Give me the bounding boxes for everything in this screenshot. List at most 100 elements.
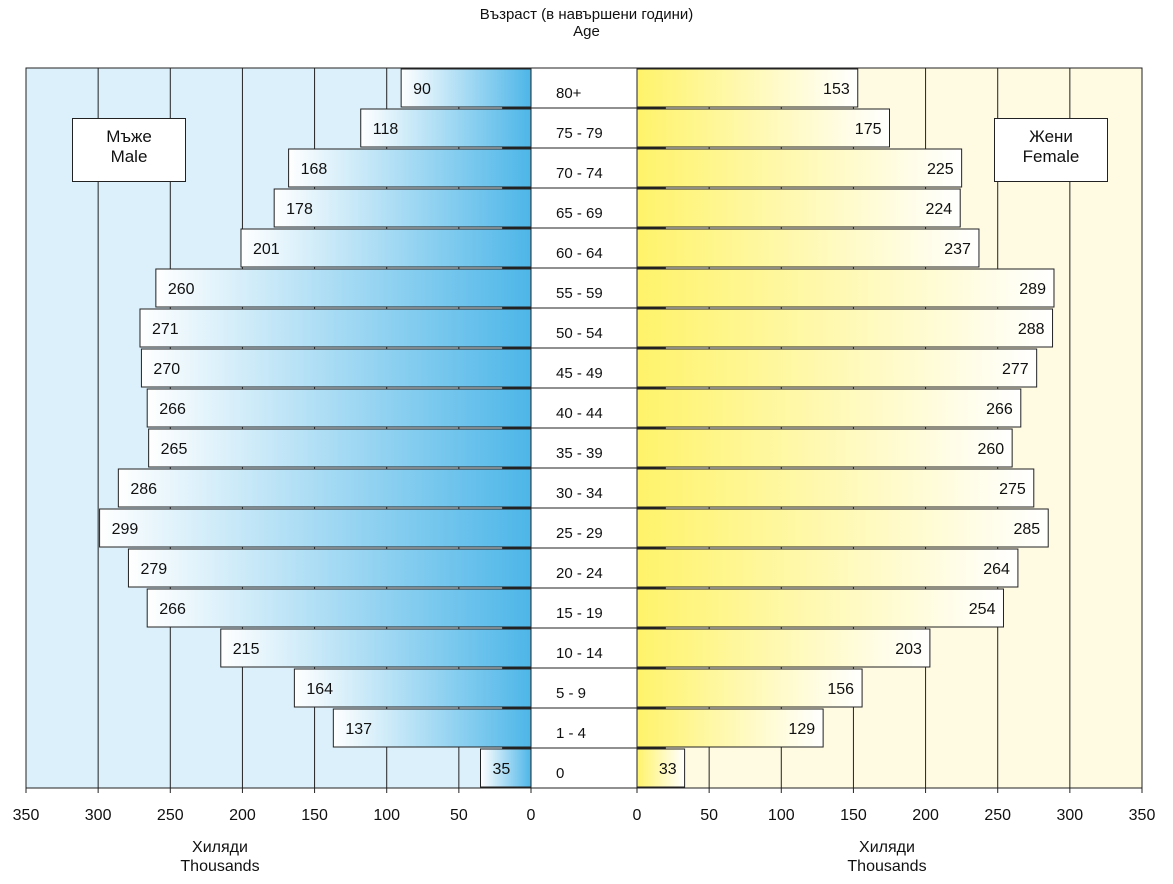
x-axis-label-female-bg: Хиляди (859, 839, 915, 856)
male-value-label-5: 260 (168, 281, 195, 298)
female-bar-7 (636, 348, 1038, 388)
age-group-label-2: 70 - 74 (556, 165, 603, 182)
male-bar-10 (117, 468, 532, 508)
male-tick-label-1: 300 (85, 807, 112, 824)
age-group-label-13: 15 - 19 (556, 605, 603, 622)
age-group-label-9: 35 - 39 (556, 445, 603, 462)
female-panel-border (636, 67, 1143, 789)
female-value-label-17: 33 (659, 761, 677, 778)
female-bar-3 (636, 188, 961, 228)
female-value-label-3: 224 (925, 201, 952, 218)
female-bar-8 (636, 388, 1022, 428)
data-labels: 90 153 118 175 168 225 178 224 201 237 260 289 271 28… (112, 81, 1046, 778)
female-bar-12 (636, 548, 1019, 588)
male-bar-13 (146, 588, 532, 628)
female-value-label-11: 285 (1014, 521, 1041, 538)
male-tick-label-2: 250 (157, 807, 184, 824)
age-group-label-16: 1 - 4 (556, 725, 586, 742)
female-value-label-15: 156 (827, 681, 854, 698)
legend-male-label-en: Male (110, 147, 148, 166)
female-bar-17 (636, 748, 686, 788)
male-value-label-16: 137 (345, 721, 372, 738)
female-bar-4 (636, 228, 980, 268)
male-bar-4 (240, 228, 532, 268)
female-tick-label-7: 350 (1129, 807, 1156, 824)
female-bar-2 (636, 148, 963, 188)
female-bar-13 (636, 588, 1004, 628)
male-value-label-1: 118 (373, 121, 399, 138)
age-group-label-3: 65 - 69 (556, 205, 603, 222)
male-tick-label-0: 350 (13, 807, 40, 824)
male-value-label-9: 265 (161, 441, 188, 458)
male-bar-11 (99, 508, 532, 548)
male-tick-label-3: 200 (229, 807, 256, 824)
female-tick-label-5: 250 (984, 807, 1011, 824)
legend-male-label: Мъже (106, 127, 152, 146)
x-axis-label-male-en: Thousands (180, 858, 260, 875)
female-bar-11 (636, 508, 1049, 548)
female-value-label-0: 153 (823, 81, 850, 98)
female-value-label-14: 203 (895, 641, 922, 658)
female-tick-label-3: 150 (840, 807, 867, 824)
bars (25, 67, 1143, 789)
male-panel (26, 68, 531, 788)
female-value-label-10: 275 (999, 481, 1026, 498)
female-value-label-6: 288 (1018, 321, 1045, 338)
female-value-label-5: 289 (1019, 281, 1046, 298)
age-group-label-0: 80+ (556, 85, 582, 102)
female-bar-10 (636, 468, 1035, 508)
age-group-labels: 80+ 75 - 79 70 - 74 65 - 69 60 - 64 55 - 59 50… (556, 85, 603, 782)
female-value-label-4: 237 (944, 241, 971, 258)
female-value-label-13: 254 (969, 601, 996, 618)
age-group-label-17: 0 (556, 765, 564, 782)
legend-female-label-en: Female (1022, 147, 1080, 166)
age-group-label-4: 60 - 64 (556, 245, 603, 262)
male-bar-5 (155, 268, 532, 308)
age-group-label-14: 10 - 14 (556, 645, 603, 662)
x-axis-label-male: Хиляди Thousands (100, 838, 340, 876)
male-bar-1 (360, 108, 532, 148)
legend-female-label: Жени (1029, 127, 1073, 146)
age-group-label-6: 50 - 54 (556, 325, 603, 342)
legend-male: Мъже Male (72, 118, 186, 182)
male-value-label-6: 271 (152, 321, 179, 338)
male-value-label-4: 201 (253, 241, 280, 258)
age-group-label-11: 25 - 29 (556, 525, 603, 542)
female-value-label-7: 277 (1002, 361, 1029, 378)
male-value-label-13: 266 (159, 601, 186, 618)
female-tick-label-2: 100 (768, 807, 795, 824)
age-group-label-12: 20 - 24 (556, 565, 603, 582)
male-bar-2 (288, 148, 532, 188)
female-bar-14 (636, 628, 931, 668)
female-value-label-16: 129 (788, 721, 815, 738)
male-bar-14 (220, 628, 532, 668)
female-tick-label-0: 0 (633, 807, 642, 824)
female-bar-9 (636, 428, 1013, 468)
female-tick-label-1: 50 (700, 807, 718, 824)
male-bar-8 (146, 388, 532, 428)
male-bar-12 (127, 548, 532, 588)
age-group-label-15: 5 - 9 (556, 685, 586, 702)
male-value-label-0: 90 (413, 81, 431, 98)
chart-subtitle: Age (573, 23, 600, 40)
age-group-label-10: 30 - 34 (556, 485, 603, 502)
x-axis-label-male-bg: Хиляди (192, 839, 248, 856)
male-tick-label-5: 100 (373, 807, 400, 824)
axis-ticks: 350 300 250 200 150 100 50 0 0 50 100 150 200 250 300 3… (13, 788, 1156, 824)
x-axis-label-female-en: Thousands (847, 858, 927, 875)
male-bar-6 (139, 308, 532, 348)
male-tick-label-4: 150 (301, 807, 328, 824)
male-bar-0 (400, 68, 532, 108)
male-value-label-17: 35 (493, 761, 511, 778)
female-bar-1 (636, 108, 890, 148)
female-bar-5 (636, 268, 1055, 308)
male-bar-7 (140, 348, 532, 388)
male-value-label-8: 266 (159, 401, 186, 418)
male-value-label-15: 164 (306, 681, 333, 698)
male-value-label-11: 299 (112, 521, 139, 538)
legend-female: Жени Female (994, 118, 1108, 182)
female-bar-0 (636, 68, 859, 108)
male-bar-3 (273, 188, 532, 228)
female-value-label-2: 225 (927, 161, 954, 178)
